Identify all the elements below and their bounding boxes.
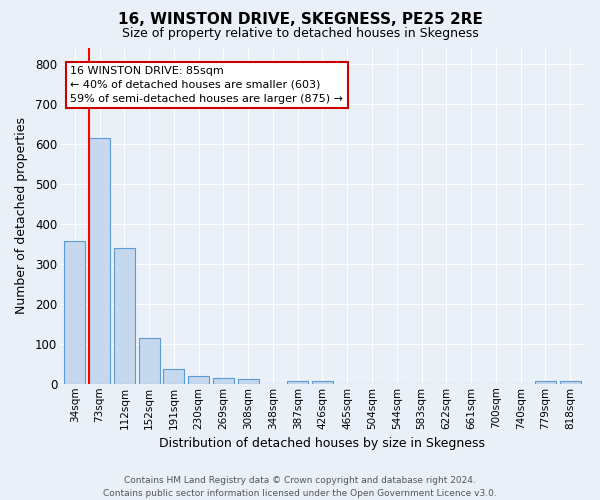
Y-axis label: Number of detached properties: Number of detached properties xyxy=(15,117,28,314)
Bar xyxy=(188,376,209,384)
Bar xyxy=(312,380,333,384)
Bar xyxy=(114,248,135,384)
Bar xyxy=(64,241,85,384)
Bar xyxy=(238,378,259,384)
Bar xyxy=(213,378,234,384)
X-axis label: Distribution of detached houses by size in Skegness: Distribution of detached houses by size … xyxy=(160,437,485,450)
Bar xyxy=(139,338,160,384)
Bar xyxy=(287,380,308,384)
Bar xyxy=(535,381,556,384)
Text: Size of property relative to detached houses in Skegness: Size of property relative to detached ho… xyxy=(122,28,478,40)
Bar xyxy=(89,138,110,384)
Bar xyxy=(560,381,581,384)
Text: Contains HM Land Registry data © Crown copyright and database right 2024.
Contai: Contains HM Land Registry data © Crown c… xyxy=(103,476,497,498)
Text: 16, WINSTON DRIVE, SKEGNESS, PE25 2RE: 16, WINSTON DRIVE, SKEGNESS, PE25 2RE xyxy=(118,12,482,28)
Text: 16 WINSTON DRIVE: 85sqm
← 40% of detached houses are smaller (603)
59% of semi-d: 16 WINSTON DRIVE: 85sqm ← 40% of detache… xyxy=(70,66,343,104)
Bar xyxy=(163,368,184,384)
